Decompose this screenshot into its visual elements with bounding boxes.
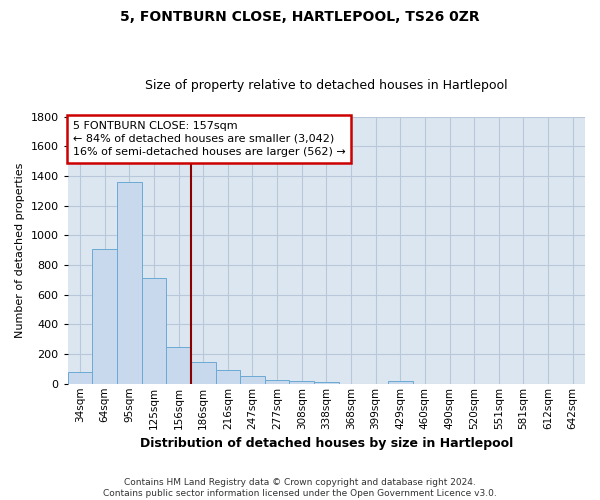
- Bar: [314, 382, 338, 384]
- Text: Contains HM Land Registry data © Crown copyright and database right 2024.
Contai: Contains HM Land Registry data © Crown c…: [103, 478, 497, 498]
- Text: 5, FONTBURN CLOSE, HARTLEPOOL, TS26 0ZR: 5, FONTBURN CLOSE, HARTLEPOOL, TS26 0ZR: [120, 10, 480, 24]
- X-axis label: Distribution of detached houses by size in Hartlepool: Distribution of detached houses by size …: [140, 437, 513, 450]
- Bar: [240, 376, 265, 384]
- Text: 5 FONTBURN CLOSE: 157sqm
← 84% of detached houses are smaller (3,042)
16% of sem: 5 FONTBURN CLOSE: 157sqm ← 84% of detach…: [73, 121, 346, 157]
- Bar: [388, 381, 413, 384]
- Y-axis label: Number of detached properties: Number of detached properties: [15, 162, 25, 338]
- Bar: [289, 381, 314, 384]
- Bar: [166, 346, 191, 384]
- Bar: [92, 249, 117, 384]
- Bar: [215, 370, 240, 384]
- Bar: [117, 182, 142, 384]
- Title: Size of property relative to detached houses in Hartlepool: Size of property relative to detached ho…: [145, 79, 508, 92]
- Bar: [142, 278, 166, 384]
- Bar: [191, 362, 215, 384]
- Bar: [265, 380, 289, 384]
- Bar: [68, 372, 92, 384]
